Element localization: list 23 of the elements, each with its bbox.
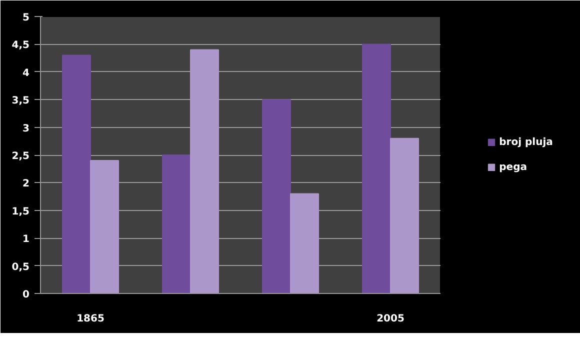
y-tick-label: 1 xyxy=(22,234,30,246)
x-tick-label: 2005 xyxy=(376,314,404,324)
y-tick-label: 3,5 xyxy=(12,96,30,107)
y-tick-label: 5 xyxy=(22,12,30,24)
bar xyxy=(390,138,419,294)
y-tick-label: 0 xyxy=(22,290,30,300)
legend-label: broj pluja xyxy=(499,136,553,148)
bar xyxy=(262,99,291,294)
legend-label: pega xyxy=(499,162,527,172)
bar xyxy=(62,54,91,294)
y-tick-label: 2,5 xyxy=(12,151,30,162)
y-tick-label: 4 xyxy=(22,68,30,79)
y-tick-label: 0,5 xyxy=(12,262,30,273)
x-tick-label: 1865 xyxy=(76,314,104,324)
y-tick-label: 3 xyxy=(22,123,30,134)
y-tick-label: 2 xyxy=(22,178,30,190)
bar xyxy=(162,154,191,294)
bar xyxy=(90,160,119,294)
y-tick-label: 1,5 xyxy=(12,206,30,218)
bar xyxy=(190,49,219,294)
bar xyxy=(362,44,391,294)
bar xyxy=(290,193,319,294)
y-tick-label: 4,5 xyxy=(12,40,30,52)
